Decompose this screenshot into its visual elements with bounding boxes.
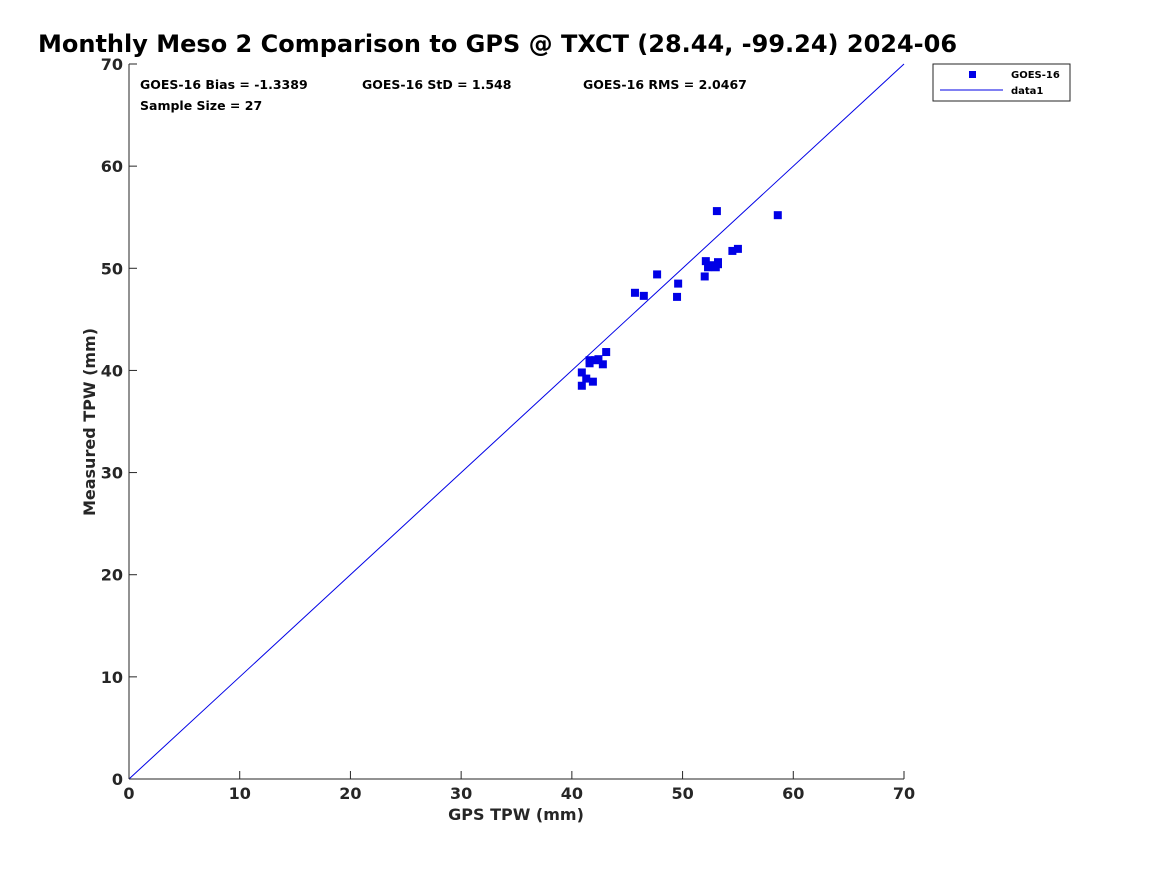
x-axis-label: GPS TPW (mm): [448, 805, 584, 824]
x-tick-label: 50: [671, 784, 693, 803]
y-tick-label: 50: [101, 259, 123, 278]
data-point: [630, 288, 639, 297]
data-point: [673, 292, 682, 301]
data-point: [712, 207, 721, 216]
y-tick-label: 20: [101, 566, 123, 585]
data-points-layer: [577, 207, 782, 390]
legend-square-marker-icon: [969, 71, 976, 78]
x-tick-label: 20: [339, 784, 361, 803]
x-axis-ticks: 0 10 20 30 40 50 60 70: [123, 771, 915, 803]
x-tick-label: 30: [450, 784, 472, 803]
x-tick-label: 60: [782, 784, 804, 803]
data-point: [602, 348, 611, 357]
data-point: [728, 246, 737, 255]
reference-line-layer: [128, 63, 905, 780]
series-line-data1: [128, 63, 905, 780]
stat-std: GOES-16 StD = 1.548: [362, 77, 511, 92]
data-point: [701, 257, 710, 266]
data-point: [639, 291, 648, 300]
data-point: [674, 279, 683, 288]
y-tick-label: 60: [101, 157, 123, 176]
y-tick-label: 10: [101, 668, 123, 687]
data-point: [653, 270, 662, 279]
data-point: [714, 258, 722, 267]
data-point: [773, 211, 782, 220]
y-tick-label: 30: [101, 464, 123, 483]
chart-title: Monthly Meso 2 Comparison to GPS @ TXCT …: [38, 30, 957, 58]
data-point: [707, 261, 716, 270]
x-tick-label: 70: [893, 784, 915, 803]
data-point: [594, 355, 603, 364]
data-point: [700, 272, 709, 281]
y-tick-label: 40: [101, 361, 123, 380]
data-point: [585, 356, 594, 365]
x-tick-label: 40: [561, 784, 583, 803]
data-point: [577, 368, 586, 377]
legend-entry-goes16: GOES-16: [1011, 70, 1060, 81]
x-tick-label: 10: [229, 784, 251, 803]
y-axis-label: Measured TPW (mm): [80, 328, 99, 516]
x-tick-label: 0: [123, 784, 134, 803]
y-tick-label: 70: [101, 55, 123, 74]
legend: GOES-16 data1: [932, 63, 1071, 102]
data-point: [733, 244, 742, 253]
stat-sample-size: Sample Size = 27: [140, 98, 262, 113]
legend-entry-data1: data1: [1011, 86, 1043, 97]
data-point: [582, 374, 591, 383]
legend-box: [932, 63, 1071, 102]
y-tick-label: 0: [112, 770, 123, 789]
data-point: [577, 381, 586, 390]
stat-bias: GOES-16 Bias = -1.3389: [140, 77, 308, 92]
data-point: [588, 377, 597, 386]
data-point: [598, 360, 607, 369]
stat-rms: GOES-16 RMS = 2.0467: [583, 77, 747, 92]
y-axis-ticks: 0 10 20 30 40 50 60 70: [101, 55, 137, 789]
